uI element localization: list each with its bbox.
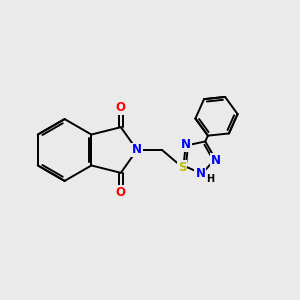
- Text: O: O: [116, 186, 126, 199]
- Text: N: N: [181, 138, 190, 151]
- Text: N: N: [211, 154, 221, 167]
- Text: O: O: [116, 101, 126, 114]
- Text: H: H: [206, 174, 214, 184]
- Text: N: N: [132, 143, 142, 157]
- Text: S: S: [178, 160, 186, 174]
- Text: N: N: [195, 167, 206, 180]
